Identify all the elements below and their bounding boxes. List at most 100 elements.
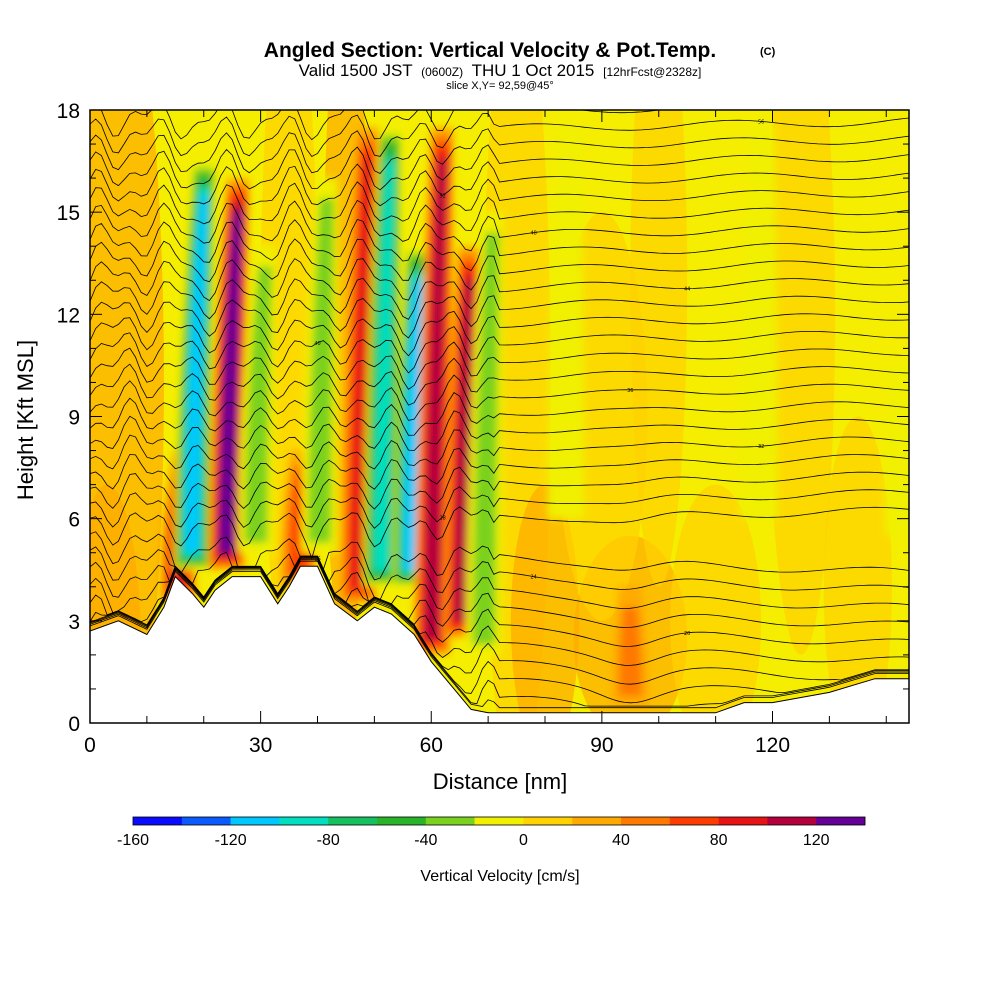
colorbar-segment	[816, 817, 866, 825]
background-blob	[510, 484, 580, 723]
colorbar-tick-label: -120	[215, 832, 247, 849]
y-tick-label: 9	[68, 407, 80, 430]
colorbar-tick-label: -80	[317, 832, 340, 849]
y-tick-label: 0	[68, 713, 80, 736]
colorbar-segment	[621, 817, 671, 825]
contour-line	[90, 357, 909, 406]
y-tick-label: 6	[68, 509, 80, 532]
subtitle-valid-time: Valid 1500 JST	[299, 61, 413, 80]
contour-line	[90, 161, 909, 207]
x-tick-label: 90	[590, 734, 613, 757]
contour-label: 52	[439, 193, 445, 199]
chart-subtitle: Valid 1500 JST (0600Z) THU 1 Oct 2015 [1…	[299, 61, 702, 80]
y-tick-label: 3	[68, 611, 80, 634]
contour-line	[90, 341, 909, 390]
x-axis-label: Distance [nm]	[433, 769, 568, 794]
colorbar-segment	[377, 817, 427, 825]
contour-line	[90, 560, 909, 709]
contour-line	[90, 557, 909, 685]
contour-line	[90, 558, 909, 704]
contour-line	[90, 112, 909, 158]
contour-label: 44	[684, 287, 690, 293]
contour-line	[90, 531, 909, 581]
velocity-band	[424, 159, 447, 639]
contour-line	[90, 255, 909, 302]
colorbar-tick-label: -160	[117, 832, 149, 849]
contour-line	[90, 295, 909, 339]
x-tick-label: 30	[249, 734, 272, 757]
velocity-band	[547, 127, 585, 519]
x-axis: 0 30 60 90 120	[84, 110, 887, 757]
subtitle-forecast: [12hrFcst@2328z]	[603, 65, 701, 79]
contour-label: 16	[314, 556, 320, 562]
contour-label: 24	[530, 575, 536, 581]
contour-line	[90, 555, 909, 611]
colorbar-tick-label: -40	[414, 832, 437, 849]
velocity-band	[373, 159, 395, 571]
colorbar-segment	[474, 817, 524, 825]
velocity-band	[618, 607, 642, 696]
slice-label: slice X,Y= 92,59@45°	[446, 80, 554, 92]
contour-line	[90, 429, 909, 470]
colorbar-segment	[181, 817, 231, 825]
x-tick-label: 120	[755, 734, 790, 757]
colorbar-frame	[132, 816, 866, 826]
colorbar-segment	[523, 817, 573, 825]
background-blob	[670, 484, 762, 723]
subtitle-date: THU 1 Oct 2015	[472, 61, 595, 80]
contour-line	[90, 447, 909, 490]
velocity-band	[740, 127, 778, 519]
contour-line	[90, 392, 909, 436]
y-axis-label: Height [Kft MSL]	[13, 340, 38, 500]
contour-label: 32	[758, 444, 764, 450]
colorbar-segment	[425, 817, 475, 825]
x-tick-label: 0	[84, 734, 96, 757]
contour-line	[90, 486, 909, 529]
colorbar-label: Vertical Velocity [cm/s]	[420, 868, 579, 885]
potential-temperature-contours	[90, 110, 909, 709]
contour-line	[90, 128, 909, 174]
colorbar-tick-label: 80	[710, 832, 728, 849]
velocity-band	[472, 232, 500, 645]
y-tick-label: 12	[57, 304, 80, 327]
velocity-bands	[159, 127, 909, 706]
y-tick-label: 18	[57, 100, 80, 123]
contour-line	[90, 235, 909, 283]
colorbar-segment	[279, 817, 329, 825]
colorbar-segment	[133, 817, 183, 825]
colorbar-tick-label: 40	[612, 832, 630, 849]
contour-labels: 16 20 24 28 32 36 40 44 48 52 56	[314, 119, 764, 636]
contour-line	[90, 178, 909, 225]
colorbar: -160 -120 -80 -40 0 40 80 120	[117, 816, 866, 849]
colorbar-segment	[572, 817, 622, 825]
contour-line	[90, 506, 909, 560]
contour-line	[90, 215, 909, 263]
velocity-band	[185, 195, 209, 553]
contour-line	[90, 196, 909, 244]
contour-label: 20	[684, 631, 690, 637]
contour-label: 48	[530, 231, 536, 237]
contour-line	[90, 374, 909, 421]
plot-area: 16 20 24 28 32 36 40 44 48 52 56	[90, 110, 909, 723]
contour-line	[90, 410, 909, 451]
colorbar-segment	[669, 817, 719, 825]
contour-line	[90, 310, 909, 357]
chart-title: Angled Section: Vertical Velocity & Pot.…	[264, 39, 716, 62]
colorbar-tick-label: 120	[803, 832, 830, 849]
background-blob	[823, 416, 892, 723]
velocity-band	[885, 365, 909, 536]
contour-line	[90, 466, 909, 510]
contour-line	[90, 144, 909, 191]
colorbar-segment	[230, 817, 280, 825]
title-unit: (C)	[760, 46, 776, 58]
contour-label: 36	[627, 388, 633, 394]
contour-line	[90, 559, 909, 707]
contour-label: 56	[758, 119, 764, 125]
terrain-profile	[90, 565, 909, 723]
colorbar-segment	[718, 817, 768, 825]
contour-label: 40	[314, 341, 320, 347]
contour-label: 28	[439, 515, 445, 521]
x-tick-label: 60	[420, 734, 443, 757]
